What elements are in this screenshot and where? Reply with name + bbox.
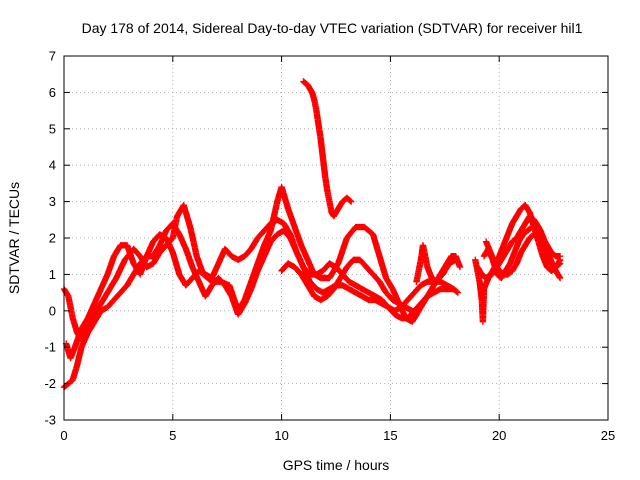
series-s9 <box>482 231 564 278</box>
axis-ticks: 0 5 10 15 20 25 -3 -2 -1 0 1 2 3 4 5 6 7 <box>44 49 615 444</box>
y-tick-label: -1 <box>44 340 56 355</box>
series-s10 <box>413 242 459 285</box>
y-tick-label: 7 <box>49 49 56 64</box>
y-tick-label: 4 <box>49 158 56 173</box>
y-tick-label: 3 <box>49 194 56 209</box>
x-tick-label: 10 <box>274 428 288 443</box>
data-point-markers <box>278 256 416 314</box>
x-tick-label: 15 <box>383 428 397 443</box>
y-tick-label: -3 <box>44 413 56 428</box>
y-tick-label: 1 <box>49 267 56 282</box>
y-axis-label: SDTVAR / TECUs <box>6 182 22 294</box>
series-s5 <box>278 256 416 314</box>
data-point-markers <box>482 231 564 278</box>
x-tick-label: 25 <box>601 428 615 443</box>
x-tick-label: 20 <box>492 428 506 443</box>
y-tick-label: 6 <box>49 85 56 100</box>
y-tick-label: -2 <box>44 376 56 391</box>
x-tick-label: 5 <box>169 428 176 443</box>
x-tick-label: 0 <box>60 428 67 443</box>
y-tick-label: 0 <box>49 303 56 318</box>
grid <box>64 56 608 420</box>
y-tick-label: 5 <box>49 121 56 136</box>
data-point-markers <box>413 242 459 285</box>
y-tick-label: 2 <box>49 231 56 246</box>
data-point-markers <box>300 78 355 220</box>
chart-title: Day 178 of 2014, Sidereal Day-to-day VTE… <box>82 20 583 36</box>
x-axis-label: GPS time / hours <box>283 457 390 473</box>
series-s4 <box>300 78 355 220</box>
